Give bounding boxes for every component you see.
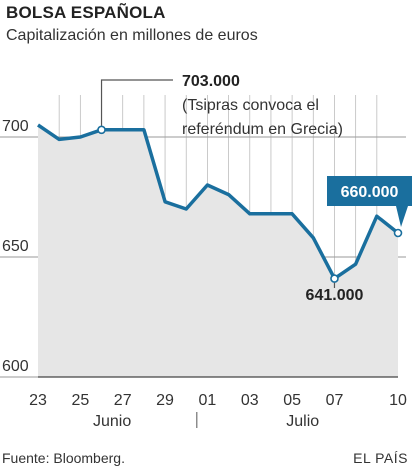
x-tick-label: 05 [283,392,301,409]
annotation-value: 641.000 [306,287,364,304]
annotation-value: 703.000 [182,73,240,90]
annotation-note: (Tsipras convoca el [182,97,319,114]
brand-logo: EL PAÍS [353,450,408,466]
x-tick-label: 07 [326,392,344,409]
y-tick-label: 650 [2,238,29,255]
annotation-leader [100,79,173,126]
data-point-marker [330,274,339,283]
marker-layer [97,125,403,283]
callout-pointer [396,206,408,227]
area-fill [38,125,398,377]
y-tick-label: 700 [2,118,29,135]
data-point-marker [393,228,403,238]
x-tick-label: 23 [29,392,47,409]
x-tick-label: 25 [71,392,89,409]
x-tick-label: 03 [241,392,259,409]
x-tick-label: 29 [156,392,174,409]
annotation-layer [100,79,412,288]
x-tick-label: 10 [389,392,407,409]
data-point-marker [97,125,106,135]
y-tick-label: 600 [2,358,29,375]
annotation-note: referéndum en Grecia) [182,121,343,138]
axis-layer [38,376,398,428]
source-note: Fuente: Bloomberg. [2,450,125,466]
month-label: Junio [93,413,131,430]
x-tick-label: 01 [199,392,217,409]
x-tick-label: 27 [114,392,132,409]
callout-value: 660.000 [341,184,399,201]
chart-title: BOLSA ESPAÑOLA [6,3,166,22]
callout-box [327,176,412,206]
chart-subtitle: Capitalización en millones de euros [6,27,258,44]
month-label: Julio [286,413,319,430]
